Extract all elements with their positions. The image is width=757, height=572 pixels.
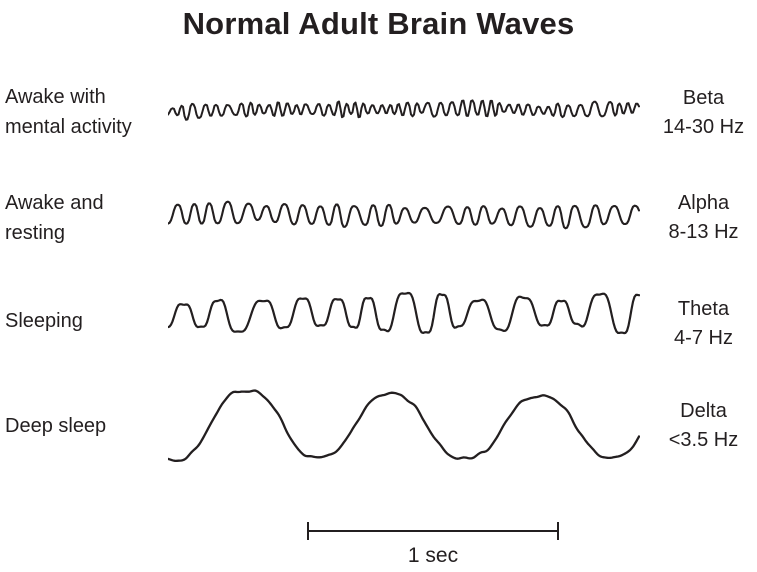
- label-awake-mental-activity: Awake with mental activity: [5, 82, 132, 142]
- scale-bar-label: 1 sec: [407, 544, 459, 567]
- state-line: Deep sleep: [5, 415, 107, 437]
- alpha-wave-trace: [168, 200, 640, 230]
- band-name: Theta: [677, 298, 730, 320]
- state-line: Awake and: [5, 192, 104, 214]
- label-theta-frequency: Theta 4-7 Hz: [652, 295, 755, 353]
- band-range: 4-7 Hz: [674, 327, 733, 349]
- state-line: Sleeping: [5, 310, 83, 332]
- beta-wave-trace: [168, 99, 640, 121]
- band-name: Delta: [680, 400, 727, 422]
- band-range: 14-30 Hz: [662, 116, 745, 138]
- theta-wave-trace: [168, 291, 640, 335]
- label-alpha-frequency: Alpha 8-13 Hz: [652, 189, 755, 247]
- band-name: Alpha: [677, 192, 730, 214]
- label-awake-resting: Awake and resting: [5, 188, 104, 248]
- label-beta-frequency: Beta 14-30 Hz: [652, 84, 755, 142]
- state-line: resting: [5, 222, 66, 244]
- scale-bar-left-tick: [307, 522, 309, 540]
- scale-bar-line: [308, 530, 558, 532]
- beta-wave-path: [168, 99, 640, 121]
- delta-wave-path: [168, 389, 640, 463]
- label-sleeping: Sleeping: [5, 306, 83, 336]
- band-range: 8-13 Hz: [668, 221, 739, 243]
- theta-wave-path: [168, 291, 640, 335]
- scale-bar-right-tick: [557, 522, 559, 540]
- delta-wave-trace: [168, 389, 640, 463]
- alpha-wave-path: [168, 200, 640, 230]
- state-line: Awake with: [5, 86, 106, 108]
- band-range: <3.5 Hz: [668, 429, 739, 451]
- band-name: Beta: [682, 87, 725, 109]
- label-delta-frequency: Delta <3.5 Hz: [652, 397, 755, 455]
- figure-title: Normal Adult Brain Waves: [182, 6, 575, 41]
- state-line: mental activity: [5, 116, 132, 138]
- label-deep-sleep: Deep sleep: [5, 411, 106, 441]
